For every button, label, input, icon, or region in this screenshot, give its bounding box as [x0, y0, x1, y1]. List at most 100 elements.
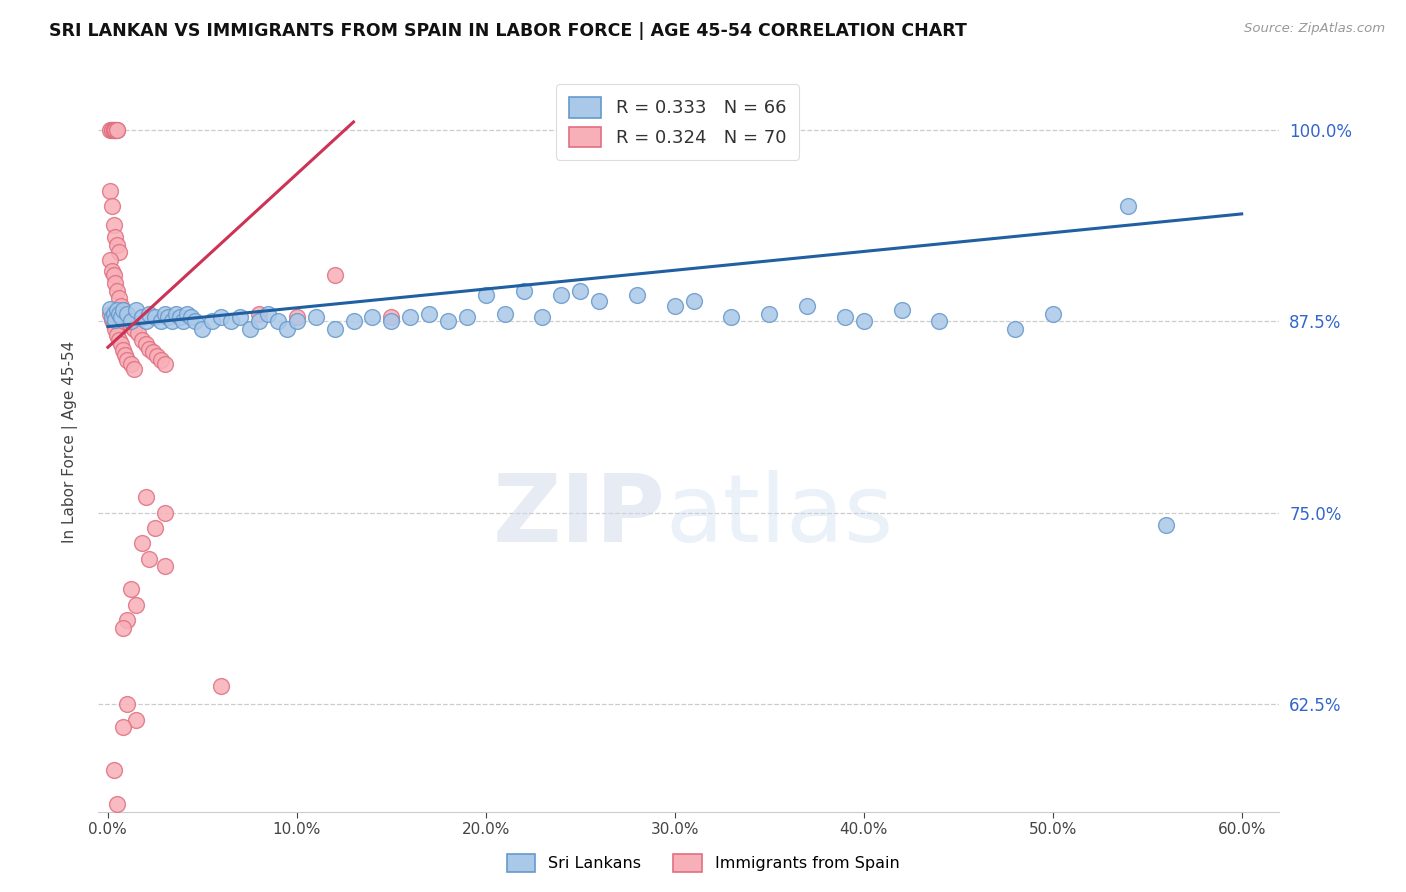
Point [305, 310, 328, 324]
Point [98, 122, 121, 136]
Point [138, 307, 160, 321]
Point [682, 294, 704, 309]
Point [104, 322, 127, 336]
Point [103, 218, 125, 232]
Point [110, 310, 132, 324]
Point [184, 314, 207, 328]
Point [105, 122, 128, 136]
Point [285, 314, 308, 328]
Point [399, 310, 422, 324]
Point [149, 314, 172, 328]
Point [120, 357, 142, 371]
Point [138, 551, 160, 566]
Point [276, 322, 298, 336]
Point [550, 288, 572, 302]
Point [111, 621, 134, 635]
Point [834, 310, 856, 324]
Point [323, 268, 346, 283]
Point [890, 303, 912, 318]
Point [114, 310, 136, 324]
Point [124, 322, 146, 336]
Text: SRI LANKAN VS IMMIGRANTS FROM SPAIN IN LABOR FORCE | AGE 45-54 CORRELATION CHART: SRI LANKAN VS IMMIGRANTS FROM SPAIN IN L… [49, 22, 967, 40]
Point [100, 199, 122, 213]
Point [153, 559, 176, 574]
Point [285, 310, 308, 324]
Text: Source: ZipAtlas.com: Source: ZipAtlas.com [1244, 22, 1385, 36]
Point [928, 314, 950, 328]
Point [98, 252, 121, 267]
Point [1116, 199, 1139, 213]
Point [103, 307, 125, 321]
Point [120, 314, 142, 328]
Point [1042, 307, 1064, 321]
Point [108, 307, 131, 321]
Point [219, 314, 242, 328]
Point [165, 307, 187, 321]
Point [569, 284, 592, 298]
Point [180, 310, 202, 324]
Point [125, 303, 148, 318]
Point [98, 307, 121, 321]
Point [98, 184, 121, 198]
Point [103, 122, 125, 136]
Point [758, 307, 780, 321]
Point [437, 314, 460, 328]
Point [105, 303, 128, 318]
Point [103, 764, 125, 778]
Point [138, 342, 160, 356]
Point [100, 122, 122, 136]
Legend: Sri Lankans, Immigrants from Spain: Sri Lankans, Immigrants from Spain [499, 847, 907, 880]
Point [157, 310, 180, 324]
Point [100, 310, 122, 324]
Point [108, 291, 131, 305]
Point [111, 303, 134, 318]
Point [380, 310, 402, 324]
Point [191, 322, 214, 336]
Point [135, 337, 157, 351]
Point [115, 307, 138, 321]
Point [169, 310, 191, 324]
Point [103, 268, 125, 283]
Point [342, 314, 364, 328]
Point [125, 598, 148, 612]
Point [111, 343, 134, 358]
Point [108, 245, 131, 260]
Point [143, 521, 166, 535]
Point [247, 314, 270, 328]
Point [257, 307, 280, 321]
Point [105, 328, 128, 343]
Point [105, 284, 128, 298]
Point [100, 312, 122, 326]
Point [626, 288, 648, 302]
Point [209, 310, 232, 324]
Point [201, 314, 224, 328]
Point [115, 352, 138, 367]
Point [172, 314, 194, 328]
Point [103, 122, 125, 136]
Point [104, 230, 127, 244]
Point [153, 506, 176, 520]
Point [146, 350, 169, 364]
Point [98, 301, 121, 316]
Point [720, 310, 742, 324]
Point [104, 122, 127, 136]
Point [135, 491, 157, 505]
Point [127, 326, 149, 341]
Point [852, 314, 875, 328]
Point [114, 348, 136, 362]
Point [100, 263, 122, 277]
Point [111, 720, 134, 734]
Point [664, 299, 686, 313]
Point [115, 698, 138, 712]
Point [796, 299, 818, 313]
Point [229, 310, 252, 324]
Point [105, 122, 128, 136]
Point [267, 314, 290, 328]
Point [104, 312, 127, 326]
Point [494, 307, 516, 321]
Point [103, 318, 125, 332]
Y-axis label: In Labor Force | Age 45-54: In Labor Force | Age 45-54 [62, 341, 77, 542]
Point [142, 344, 165, 359]
Text: atlas: atlas [665, 469, 894, 562]
Point [115, 314, 138, 328]
